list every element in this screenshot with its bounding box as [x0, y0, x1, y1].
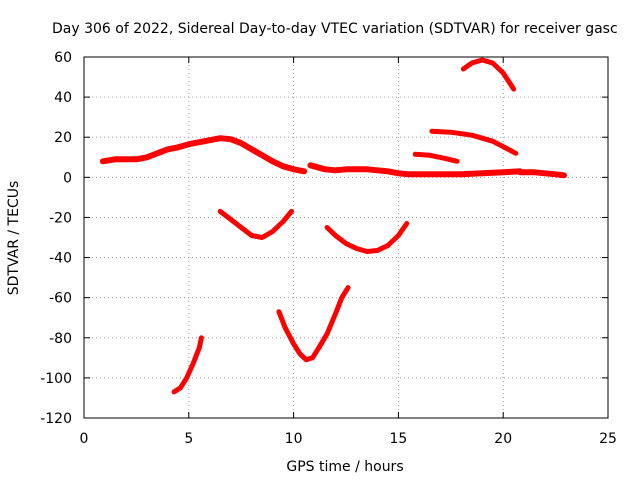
x-axis-label: GPS time / hours — [286, 459, 403, 475]
axis-ticks: 0 5 10 15 20 25 -120 -100 -80 -60 -40 -20 0 20 40 60 — [40, 50, 617, 447]
y-axis-label: SDTVAR / TECUs — [6, 181, 22, 296]
plot-frame — [83, 56, 609, 419]
y-tick-label: 0 — [63, 170, 72, 186]
grid — [84, 57, 608, 418]
series-arc-main-rise — [99, 135, 308, 175]
x-tick-label: 25 — [599, 431, 617, 447]
series-arc-main-tail — [307, 162, 523, 178]
chart-title: Day 306 of 2022, Sidereal Day-to-day VTE… — [52, 21, 618, 37]
y-tick-label: 40 — [54, 90, 72, 106]
series-arc-u-minus-30 — [217, 208, 294, 240]
series-arc-late-flat — [517, 169, 567, 179]
series-arc-high-cap — [460, 57, 517, 92]
y-tick-label: -100 — [40, 371, 72, 387]
series-arc-u-minus-37 — [324, 221, 410, 254]
x-tick-label: 5 — [184, 431, 193, 447]
x-tick-label: 0 — [80, 431, 89, 447]
y-tick-label: -60 — [49, 291, 72, 307]
x-tick-label: 20 — [494, 431, 512, 447]
series-arc-low-mid — [276, 285, 351, 363]
x-tick-label: 10 — [285, 431, 303, 447]
y-tick-label: -120 — [40, 411, 72, 427]
y-tick-label: -80 — [49, 331, 72, 347]
series-arc-low-left — [171, 335, 204, 395]
series-arc-plus-22 — [429, 128, 519, 156]
plot-series — [99, 57, 567, 395]
x-tick-label: 15 — [389, 431, 407, 447]
series-arc-plus-11 — [412, 151, 460, 164]
y-tick-label: 20 — [54, 130, 72, 146]
y-tick-label: 60 — [54, 50, 72, 66]
y-tick-label: -40 — [49, 251, 72, 267]
y-tick-label: -20 — [49, 210, 72, 226]
